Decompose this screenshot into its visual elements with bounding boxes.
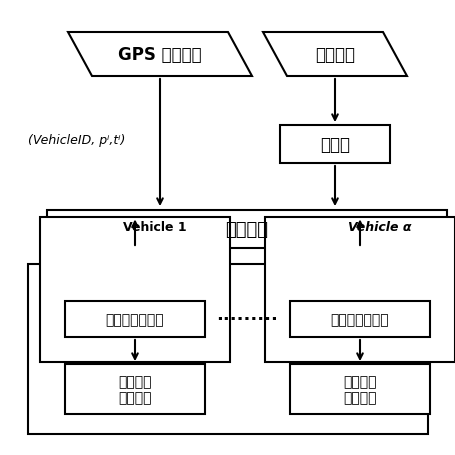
Text: 初始化: 初始化: [319, 136, 349, 154]
FancyBboxPatch shape: [47, 211, 446, 248]
Text: ·········: ·········: [216, 310, 278, 328]
FancyBboxPatch shape: [65, 364, 205, 414]
FancyBboxPatch shape: [28, 264, 427, 434]
Text: Vehicle 1: Vehicle 1: [123, 221, 187, 233]
FancyBboxPatch shape: [289, 301, 429, 337]
FancyBboxPatch shape: [264, 217, 454, 362]
Text: (VehicleID, pⁱ,tⁱ): (VehicleID, pⁱ,tⁱ): [28, 133, 125, 146]
Polygon shape: [263, 33, 406, 77]
Text: Vehicle α: Vehicle α: [348, 221, 411, 233]
Text: 备选匹配
路径生成: 备选匹配 路径生成: [118, 374, 152, 404]
Text: 确定备选匹配点: 确定备选匹配点: [330, 312, 389, 326]
FancyBboxPatch shape: [65, 301, 205, 337]
Polygon shape: [68, 33, 252, 77]
FancyBboxPatch shape: [40, 217, 229, 362]
Text: 备选匹配
路径生成: 备选匹配 路径生成: [343, 374, 376, 404]
FancyBboxPatch shape: [279, 126, 389, 164]
Text: 路网数据: 路网数据: [314, 46, 354, 64]
Text: GPS 轨迹数据: GPS 轨迹数据: [118, 46, 202, 64]
Text: 确定备选匹配点: 确定备选匹配点: [106, 312, 164, 326]
Text: 轨迹跟踪: 轨迹跟踪: [225, 221, 268, 238]
FancyBboxPatch shape: [289, 364, 429, 414]
